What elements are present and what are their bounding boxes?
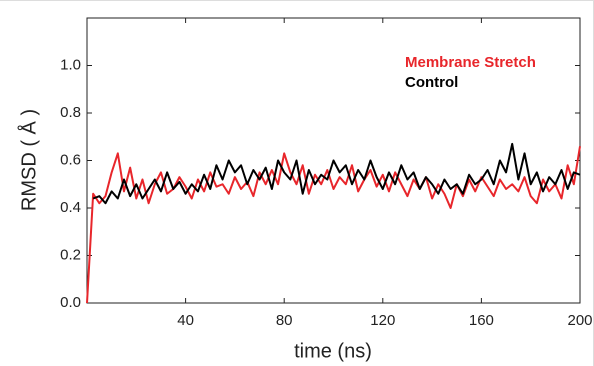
- legend-label: Control: [405, 74, 458, 91]
- x-tick-label: 80: [276, 312, 293, 329]
- series-line: [86, 146, 581, 304]
- y-tick-label: 0.2: [60, 246, 81, 263]
- y-tick-label: 0.4: [60, 199, 81, 216]
- series-line: [92, 142, 581, 205]
- x-tick-label: 200: [567, 312, 592, 329]
- x-axis-label: time (ns): [294, 340, 372, 362]
- x-tick-label: 160: [469, 312, 494, 329]
- x-tick-label: 40: [177, 312, 194, 329]
- y-tick-label: 1.0: [60, 56, 81, 73]
- y-tick-label: 0.6: [60, 151, 81, 168]
- x-tick-label: 120: [370, 312, 395, 329]
- legend-label: Membrane Stretch: [405, 54, 536, 71]
- y-axis-label: RMSD ( Å ): [17, 109, 40, 211]
- y-tick-label: 0.0: [60, 294, 81, 311]
- y-tick-label: 0.8: [60, 104, 81, 121]
